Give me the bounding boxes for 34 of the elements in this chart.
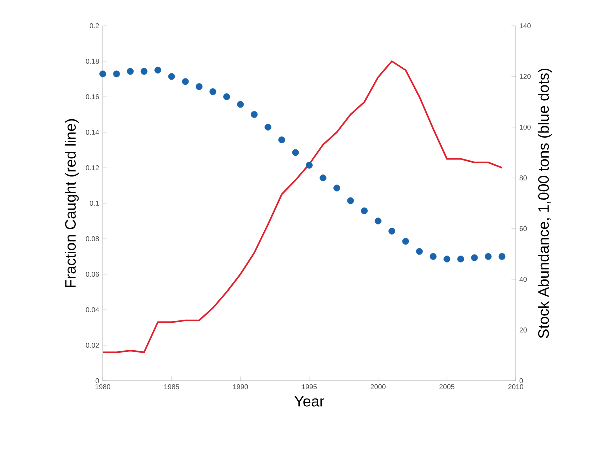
point [471, 254, 478, 262]
point [113, 70, 120, 78]
y-axis-title: Fraction Caught (red line) [65, 119, 79, 288]
point [100, 70, 106, 78]
y2-axis-title: Stock Abundance, 1,000 tons (blue dots) [538, 68, 552, 338]
point [306, 162, 313, 169]
point [458, 256, 464, 263]
point [264, 124, 272, 131]
point [430, 253, 437, 260]
point [444, 256, 451, 263]
point [416, 248, 424, 256]
point [140, 68, 148, 76]
point [402, 238, 410, 245]
point [168, 73, 176, 80]
point [182, 78, 189, 86]
point [127, 68, 134, 76]
point [320, 174, 327, 182]
point [154, 66, 162, 74]
point [334, 184, 340, 192]
point [224, 94, 230, 100]
point [292, 149, 300, 156]
point [485, 253, 492, 260]
point [361, 208, 368, 214]
point [251, 111, 258, 118]
point [388, 228, 396, 235]
point [347, 198, 354, 204]
point [196, 83, 203, 90]
line-series [103, 60, 504, 354]
point [374, 218, 382, 225]
point [278, 136, 286, 144]
point [210, 88, 217, 96]
x-axis-title: Year [294, 396, 324, 407]
point [498, 253, 506, 260]
point [237, 101, 244, 108]
